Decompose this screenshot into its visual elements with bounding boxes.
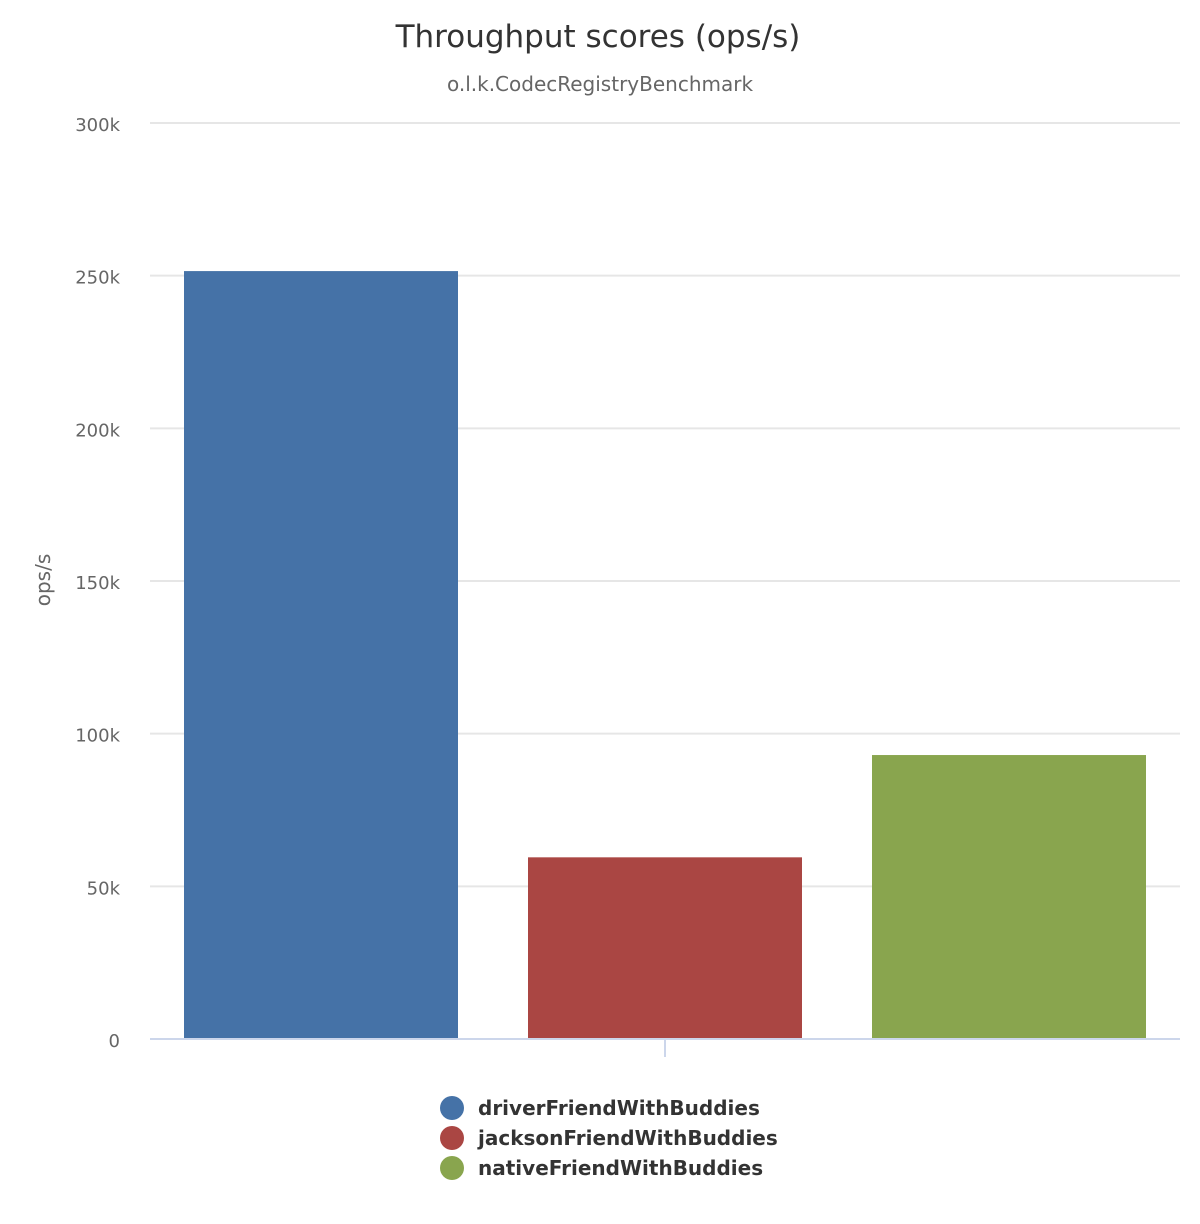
y-tick-label: 100k	[75, 726, 120, 747]
y-tick-label: 150k	[75, 573, 120, 594]
legend-label[interactable]: nativeFriendWithBuddies	[478, 1156, 763, 1180]
y-tick-label: 50k	[87, 878, 121, 899]
bar-driverFriendWithBuddies[interactable]	[184, 271, 458, 1039]
chart-subtitle: o.l.k.CodecRegistryBenchmark	[447, 72, 754, 96]
legend-marker[interactable]	[440, 1096, 464, 1120]
y-tick-label: 250k	[75, 268, 120, 289]
legend-label[interactable]: jacksonFriendWithBuddies	[477, 1126, 778, 1150]
bar-nativeFriendWithBuddies[interactable]	[872, 755, 1146, 1039]
bars	[184, 271, 1146, 1039]
y-axis-ticks: 0 50k 100k 150k 200k 250k 300k	[75, 115, 120, 1052]
y-axis-title: ops/s	[31, 554, 55, 607]
y-tick-label: 0	[109, 1031, 120, 1052]
legend-label[interactable]: driverFriendWithBuddies	[478, 1096, 760, 1120]
y-tick-label: 300k	[75, 115, 120, 136]
chart-title: Throughput scores (ops/s)	[395, 19, 801, 55]
bar-jacksonFriendWithBuddies[interactable]	[528, 857, 802, 1039]
y-tick-label: 200k	[75, 420, 120, 441]
legend-marker[interactable]	[440, 1126, 464, 1150]
legend: driverFriendWithBuddies jacksonFriendWith…	[440, 1096, 778, 1180]
legend-marker[interactable]	[440, 1156, 464, 1180]
